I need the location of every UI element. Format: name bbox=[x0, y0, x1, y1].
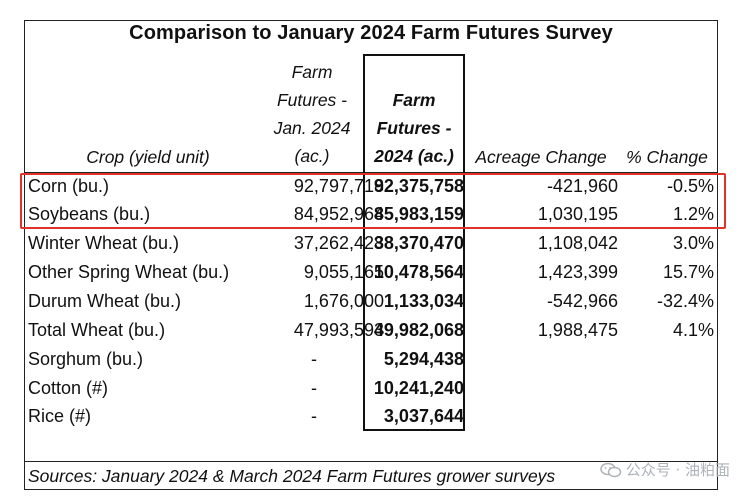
header-mar-line: 2024 (ac.) bbox=[374, 146, 454, 166]
pct-cell: 1.2% bbox=[672, 204, 714, 224]
mar-cell: 38,370,470 bbox=[373, 233, 464, 253]
crop-cell: Corn (bu.) bbox=[28, 176, 110, 196]
mar-cell: 10,241,240 bbox=[373, 378, 464, 398]
header-jan-line: Futures - bbox=[276, 90, 348, 110]
mar-cell: 49,982,068 bbox=[373, 320, 464, 340]
header-pct-change: % Change bbox=[626, 147, 708, 167]
header-mar-2024: Farm Futures - 2024 (ac.) bbox=[364, 86, 464, 170]
mar-cell: 1,133,034 bbox=[383, 291, 464, 311]
crop-cell: Cotton (#) bbox=[28, 378, 109, 398]
pct-cell: -0.5% bbox=[666, 176, 714, 196]
table-title: Comparison to January 2024 Farm Futures … bbox=[129, 22, 613, 44]
crop-cell: Soybeans (bu.) bbox=[28, 204, 151, 224]
crop-cell: Sorghum (bu.) bbox=[28, 349, 144, 369]
crop-cell: Durum Wheat (bu.) bbox=[28, 291, 182, 311]
header-acreage-change: Acreage Change bbox=[475, 147, 607, 167]
crop-cell: Winter Wheat (bu.) bbox=[28, 233, 180, 253]
jan-cell: - bbox=[311, 349, 317, 369]
table-row: Rice (#) - 3,037,644 bbox=[24, 402, 718, 431]
sources-note: Sources: January 2024 & March 2024 Farm … bbox=[28, 466, 556, 486]
march-column-outline bbox=[363, 54, 465, 431]
wechat-icon bbox=[599, 462, 622, 478]
header-jan-line: (ac.) bbox=[294, 146, 330, 166]
change-cell: 1,423,399 bbox=[537, 262, 618, 282]
pct-cell: 15.7% bbox=[662, 262, 714, 282]
pct-cell: 3.0% bbox=[672, 233, 714, 253]
change-cell: 1,030,195 bbox=[537, 204, 618, 224]
jan-cell: 84,952,964 bbox=[293, 204, 384, 224]
header-mar-line: Farm bbox=[392, 90, 436, 110]
jan-cell: 47,993,593 bbox=[293, 320, 384, 340]
table-row: Soybeans (bu.) 84,952,964 85,983,159 1,0… bbox=[24, 200, 718, 229]
change-cell: -542,966 bbox=[546, 291, 618, 311]
change-cell: 1,988,475 bbox=[537, 320, 618, 340]
header-jan-2024: Farm Futures - Jan. 2024 (ac.) bbox=[262, 58, 362, 170]
header-divider bbox=[24, 172, 718, 173]
mar-cell: 5,294,438 bbox=[383, 349, 464, 369]
jan-cell: - bbox=[311, 378, 317, 398]
table-row: Cotton (#) - 10,241,240 bbox=[24, 374, 718, 403]
watermark-text: 公众号 · 油粕面 bbox=[625, 461, 730, 479]
header-jan-line: Jan. 2024 bbox=[273, 118, 351, 138]
jan-cell: - bbox=[311, 406, 317, 426]
watermark: 公众号 · 油粕面 bbox=[599, 459, 730, 480]
pct-cell: -32.4% bbox=[656, 291, 714, 311]
mar-cell: 92,375,758 bbox=[373, 176, 464, 196]
table-frame bbox=[24, 20, 718, 490]
mar-cell: 85,983,159 bbox=[373, 204, 464, 224]
jan-cell: 37,262,428 bbox=[293, 233, 384, 253]
crop-cell: Other Spring Wheat (bu.) bbox=[28, 262, 230, 282]
header-crop: Crop (yield unit) bbox=[86, 147, 210, 167]
change-cell: -421,960 bbox=[546, 176, 618, 196]
pct-cell: 4.1% bbox=[672, 320, 714, 340]
table-row: Corn (bu.) 92,797,718 92,375,758 -421,96… bbox=[24, 172, 718, 201]
header-mar-line: Futures - bbox=[376, 118, 452, 138]
table-row: Sorghum (bu.) - 5,294,438 bbox=[24, 345, 718, 374]
header-jan-line: Farm bbox=[291, 62, 333, 82]
table-row: Durum Wheat (bu.) 1,676,000 1,133,034 -5… bbox=[24, 287, 718, 316]
corn-soybeans-highlight bbox=[20, 173, 726, 229]
mar-cell: 10,478,564 bbox=[373, 262, 464, 282]
crop-cell: Total Wheat (bu.) bbox=[28, 320, 166, 340]
sources-divider bbox=[24, 461, 718, 462]
crop-cell: Rice (#) bbox=[28, 406, 92, 426]
jan-cell: 92,797,718 bbox=[293, 176, 384, 196]
mar-cell: 3,037,644 bbox=[383, 406, 464, 426]
table-row: Winter Wheat (bu.) 37,262,428 38,370,470… bbox=[24, 229, 718, 258]
table-row: Total Wheat (bu.) 47,993,593 49,982,068 … bbox=[24, 316, 718, 345]
change-cell: 1,108,042 bbox=[537, 233, 618, 253]
